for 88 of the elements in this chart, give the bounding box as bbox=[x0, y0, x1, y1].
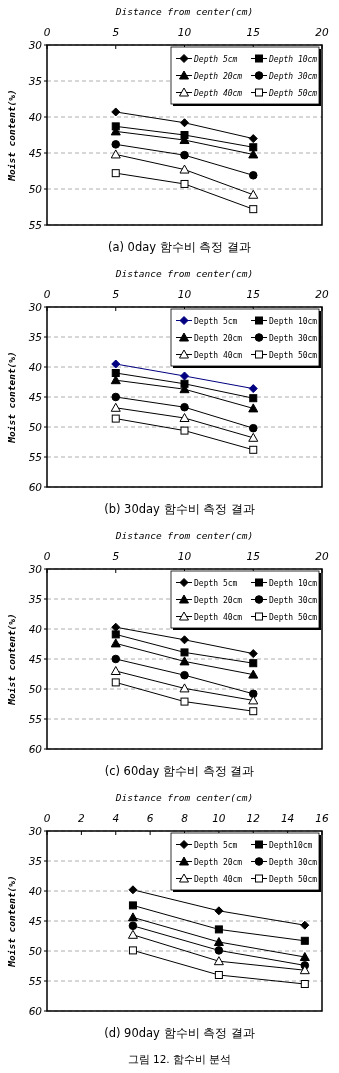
y-axis-title: Moist content(%) bbox=[6, 875, 17, 968]
x-tick-label: 5 bbox=[112, 550, 120, 562]
x-tick-label: 15 bbox=[246, 550, 261, 562]
y-axis-title: Moist content(%) bbox=[6, 351, 17, 444]
text: (a) 0day 함수비 측정 결과 bbox=[107, 240, 252, 254]
y-tick-label: 50 bbox=[28, 683, 43, 695]
y-tick-label: 40 bbox=[28, 361, 43, 373]
legend-label: Depth 5cm bbox=[194, 840, 238, 850]
y-tick-label: 35 bbox=[28, 855, 43, 867]
y-tick-label: 60 bbox=[28, 1005, 43, 1017]
legend-label: Depth 50cm bbox=[268, 88, 318, 98]
x-tick-label: 14 bbox=[280, 812, 295, 824]
y-tick-label: 45 bbox=[28, 147, 43, 159]
legend-label: Depth 5cm bbox=[194, 578, 238, 588]
x-tick-label: 4 bbox=[112, 812, 120, 824]
y-tick-label: 35 bbox=[28, 593, 43, 605]
y-tick-label: 60 bbox=[28, 481, 43, 493]
legend-label: Depth 20cm bbox=[194, 857, 243, 867]
legend-label: Depth 30cm bbox=[268, 71, 318, 81]
x-axis-title: Distance from center(cm) bbox=[114, 530, 254, 541]
y-axis-title: Moist content(%) bbox=[6, 89, 17, 182]
legend-label: Depth 10cm bbox=[269, 316, 318, 326]
x-tick-label: 10 bbox=[177, 26, 192, 38]
y-tick-label: 35 bbox=[28, 331, 43, 343]
y-tick-label: 55 bbox=[28, 219, 43, 231]
y-tick-label: 45 bbox=[28, 915, 43, 927]
x-axis-title: Distance from center(cm) bbox=[114, 792, 254, 803]
y-tick-label: 30 bbox=[28, 39, 43, 51]
legend-label: Depth 40cm bbox=[194, 612, 243, 622]
legend-label: Depth 30cm bbox=[269, 333, 318, 343]
y-tick-label: 50 bbox=[28, 945, 43, 957]
y-tick-label: 55 bbox=[28, 975, 43, 987]
y-tick-label: 50 bbox=[28, 421, 43, 433]
x-tick-label: 15 bbox=[246, 288, 261, 300]
x-tick-label: 15 bbox=[246, 26, 261, 38]
legend-label: Depth 50cm bbox=[269, 612, 318, 622]
y-tick-label: 40 bbox=[28, 623, 43, 635]
y-tick-label: 45 bbox=[28, 391, 43, 403]
y-tick-label: 40 bbox=[28, 111, 43, 123]
caption: 그림 12. 함수비 분석 bbox=[127, 1053, 232, 1065]
x-tick-label: 16 bbox=[315, 812, 329, 824]
legend-label: Depth 5cm bbox=[193, 54, 238, 64]
x-tick-label: 10 bbox=[212, 812, 226, 824]
legend-label: Depth 30cm bbox=[269, 595, 318, 605]
x-tick-label: 20 bbox=[315, 550, 329, 562]
legend-label: Depth 40cm bbox=[194, 874, 243, 884]
legend-label: Depth 10cm bbox=[269, 578, 318, 588]
legend-label: Depth 50cm bbox=[269, 350, 318, 360]
legend-label: Depth 20cm bbox=[194, 595, 243, 605]
legend-label: Depth 10cm bbox=[268, 54, 318, 64]
x-tick-label: 10 bbox=[177, 288, 192, 300]
y-tick-label: 30 bbox=[28, 301, 43, 313]
x-tick-label: 5 bbox=[112, 26, 120, 38]
x-tick-label: 2 bbox=[78, 812, 86, 824]
legend-label: Depth 50cm bbox=[269, 874, 318, 884]
x-tick-label: 0 bbox=[43, 550, 51, 562]
x-tick-label: 0 bbox=[43, 288, 51, 300]
y-tick-label: 55 bbox=[28, 451, 43, 463]
legend-label: Depth10cm bbox=[269, 840, 313, 850]
x-tick-label: 12 bbox=[246, 812, 261, 824]
text: (d) 90day 함수비 측정 결과 bbox=[104, 1026, 255, 1040]
text: (b) 30day 함수비 측정 결과 bbox=[104, 502, 255, 516]
x-tick-label: 5 bbox=[112, 288, 120, 300]
y-tick-label: 45 bbox=[28, 653, 43, 665]
legend-label: Depth 20cm bbox=[193, 71, 243, 81]
y-tick-label: 50 bbox=[28, 183, 43, 195]
y-tick-label: 30 bbox=[28, 825, 43, 837]
legend-label: Depth 20cm bbox=[194, 333, 243, 343]
x-tick-label: 0 bbox=[43, 812, 51, 824]
y-tick-label: 35 bbox=[28, 75, 43, 87]
legend-label: Depth 40cm bbox=[194, 350, 243, 360]
x-tick-label: 20 bbox=[315, 288, 329, 300]
text: (c) 60day 함수비 측정 결과 bbox=[104, 764, 255, 778]
legend-label: Depth 30cm bbox=[269, 857, 318, 867]
y-tick-label: 30 bbox=[28, 563, 43, 575]
x-tick-label: 6 bbox=[146, 812, 154, 824]
y-tick-label: 55 bbox=[28, 713, 43, 725]
y-tick-label: 40 bbox=[28, 885, 43, 897]
y-tick-label: 60 bbox=[28, 743, 43, 755]
x-axis-title: Distance from center(cm) bbox=[114, 268, 254, 279]
legend-label: Depth 40cm bbox=[193, 88, 243, 98]
legend-label: Depth 5cm bbox=[194, 316, 238, 326]
x-tick-label: 10 bbox=[177, 550, 192, 562]
x-tick-label: 0 bbox=[43, 26, 51, 38]
x-axis-title: Distance from center(cm) bbox=[114, 6, 254, 17]
y-axis-title: Moist content(%) bbox=[6, 613, 17, 706]
x-tick-label: 20 bbox=[315, 26, 329, 38]
x-tick-label: 8 bbox=[181, 812, 189, 824]
